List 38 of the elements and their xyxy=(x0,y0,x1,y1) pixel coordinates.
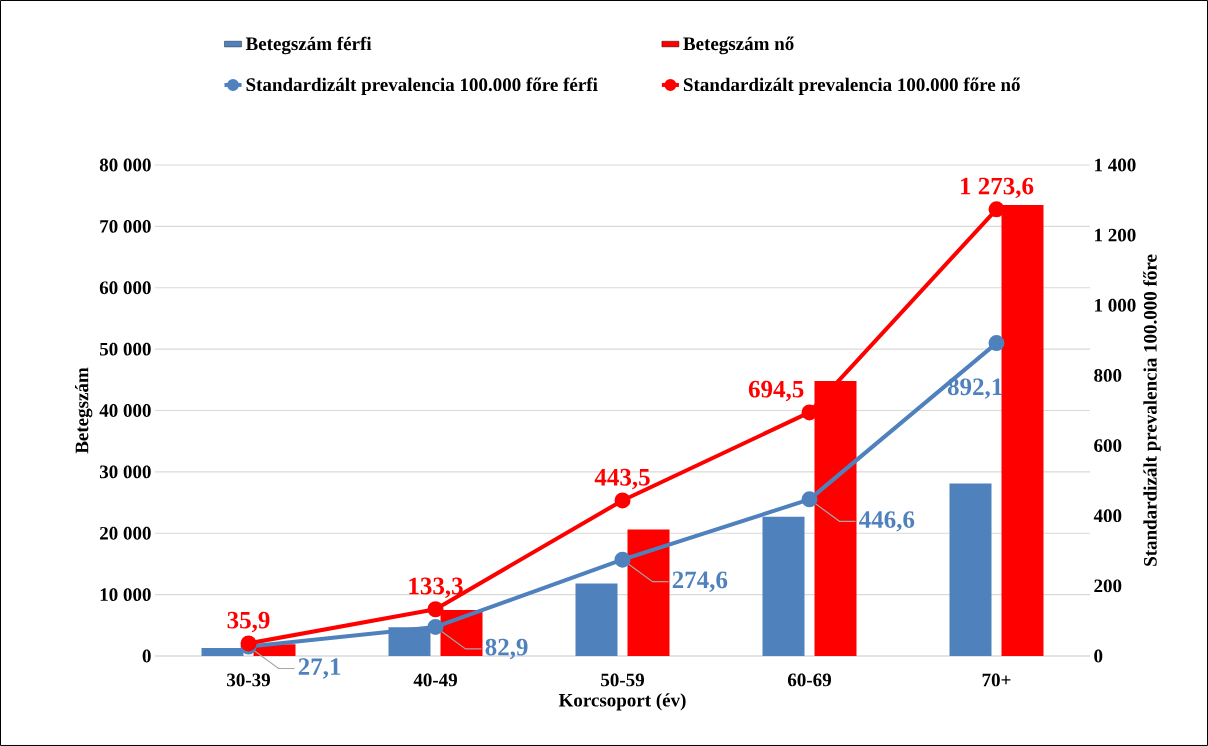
x-tick-label: 50-59 xyxy=(601,673,644,687)
data-label: 27,1 xyxy=(298,658,341,679)
y2-tick-label: 0 xyxy=(1094,649,1103,663)
y2-tick-label: 1 200 xyxy=(1095,228,1136,242)
data-label: 446,6 xyxy=(859,511,915,532)
y2-tick-label: 400 xyxy=(1093,509,1122,523)
y2-tick-label: 600 xyxy=(1094,439,1122,452)
y2-tick-label: 200 xyxy=(1094,579,1122,593)
x-tick-label: 30-39 xyxy=(227,673,270,687)
y2-axis-title: Standardizált prevalencia 100.000 főre xyxy=(1143,254,1161,566)
data-label: 694,5 xyxy=(748,380,804,402)
data-label: 1 273,6 xyxy=(961,177,1034,199)
y-tick-label: 20 000 xyxy=(100,526,151,540)
x-tick-label: 70+ xyxy=(982,673,1011,687)
legend-label: Standardizált prevalencia 100.000 főre férfi xyxy=(246,77,598,95)
data-label: 274,6 xyxy=(672,571,728,592)
y-tick-label: 80 000 xyxy=(99,158,151,172)
y2-tick-label: 800 xyxy=(1094,369,1122,382)
data-label: 35,9 xyxy=(227,611,270,633)
data-label: 443,5 xyxy=(594,468,650,490)
y-tick-label: 0 xyxy=(142,649,151,663)
x-tick-label: 60-69 xyxy=(787,673,831,687)
x-axis-title: Korcsoport (év) xyxy=(558,693,686,711)
y2-tick-label: 1 000 xyxy=(1095,298,1136,312)
y-tick-label: 50 000 xyxy=(99,342,151,356)
legend-label: Betegszám nő xyxy=(683,36,794,55)
legend-label: Betegszám férfi xyxy=(245,36,372,55)
data-label: 82,9 xyxy=(485,638,528,660)
y2-tick-label: 1 400 xyxy=(1095,158,1136,172)
x-tick-label: 40-49 xyxy=(413,673,457,687)
y-tick-label: 60 000 xyxy=(99,281,151,295)
y-axis-title: Betegszám xyxy=(74,367,93,454)
legend-label: Standardizált prevalencia 100.000 főre nő xyxy=(683,77,1020,95)
y-tick-label: 10 000 xyxy=(100,588,151,602)
y-tick-label: 30 000 xyxy=(99,465,151,479)
y-tick-label: 40 000 xyxy=(99,404,151,417)
y-tick-label: 70 000 xyxy=(100,219,151,233)
data-label: 133,3 xyxy=(409,577,463,599)
